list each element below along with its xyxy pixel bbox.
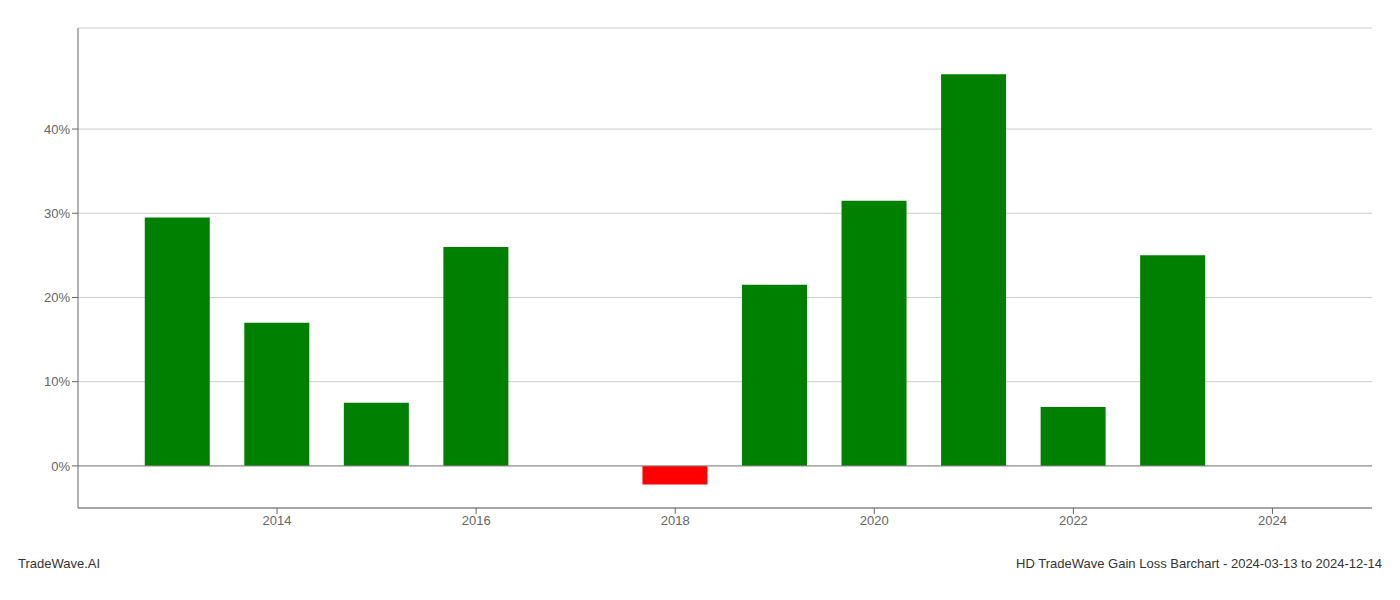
svg-text:2024: 2024: [1258, 513, 1287, 528]
svg-text:40%: 40%: [44, 122, 70, 137]
svg-text:30%: 30%: [44, 206, 70, 221]
svg-text:2016: 2016: [462, 513, 491, 528]
svg-text:2022: 2022: [1059, 513, 1088, 528]
svg-text:2018: 2018: [661, 513, 690, 528]
svg-text:0%: 0%: [51, 459, 70, 474]
html-text:HD TradeWave Gain Loss Barchar: HD TradeWave Gain Loss Barchart - 2024-0…: [1016, 555, 1382, 571]
svg-text:20%: 20%: [44, 290, 70, 305]
svg-text:10%: 10%: [44, 374, 70, 389]
svg-text:2020: 2020: [860, 513, 889, 528]
svg-text:2014: 2014: [263, 513, 292, 528]
html-text:TradeWave.AI: TradeWave.AI: [18, 555, 101, 571]
